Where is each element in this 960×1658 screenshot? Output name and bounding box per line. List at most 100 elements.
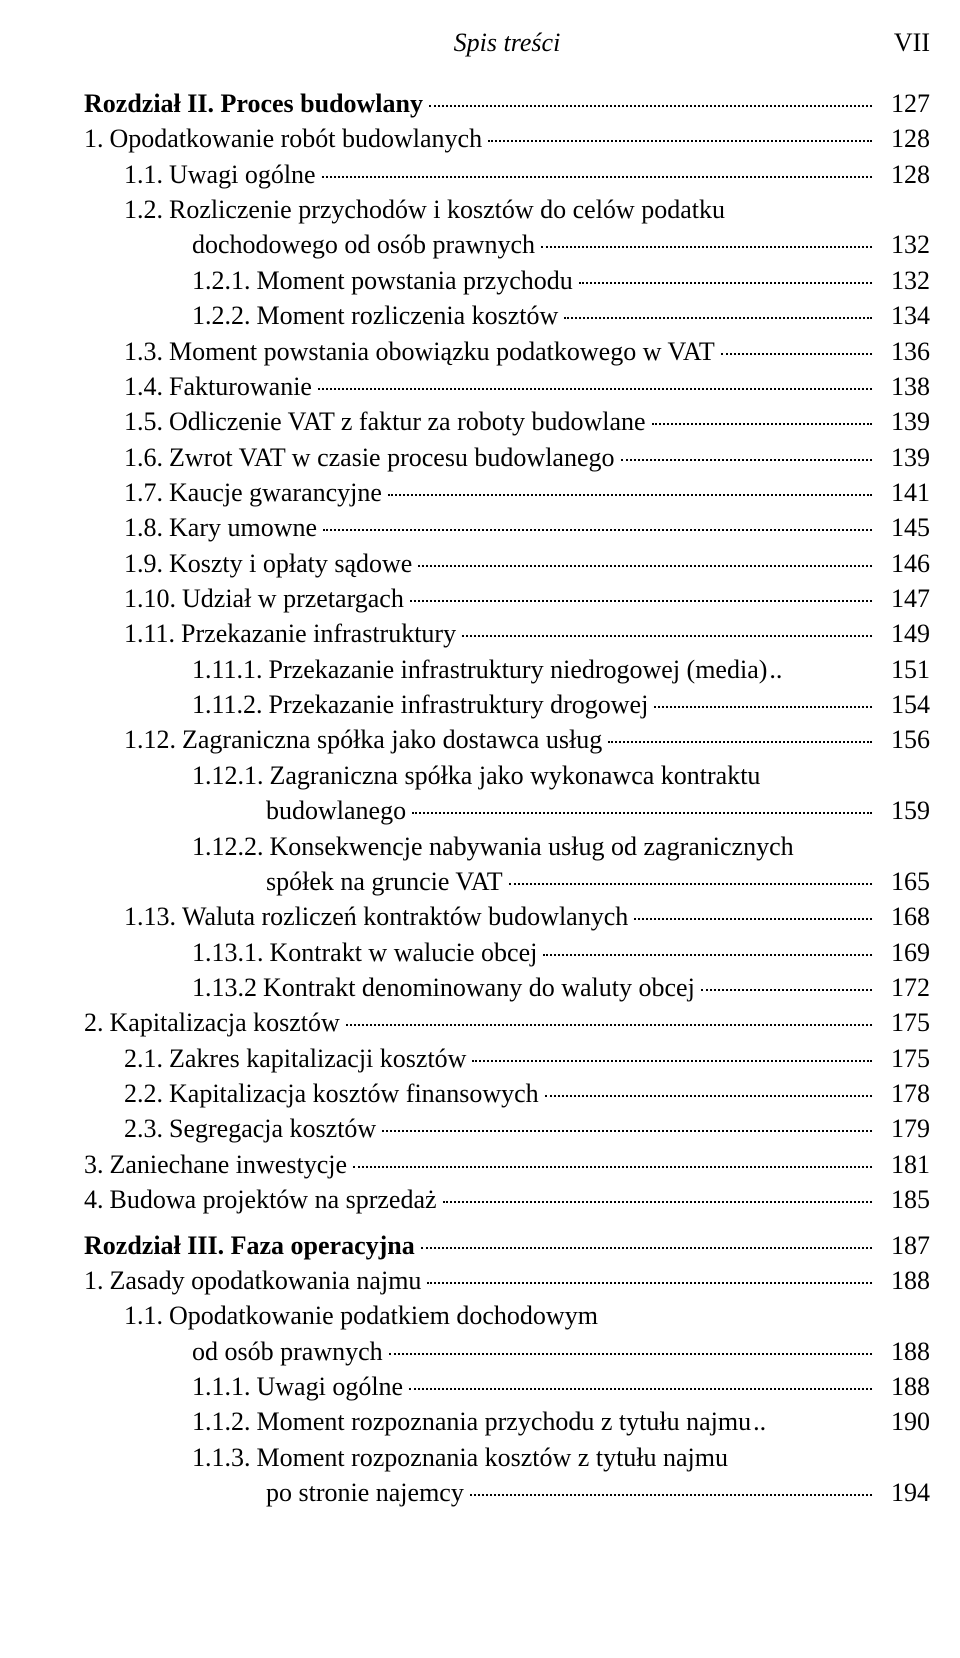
- entry-page: 194: [878, 1475, 930, 1510]
- leader-dots: [323, 529, 872, 531]
- leader-dots: [721, 353, 872, 355]
- toc-entry: 1.1.Uwagi ogólne128: [84, 157, 930, 192]
- toc-entry: 1.Opodatkowanie robót budowlanych128: [84, 121, 930, 156]
- leader-dots: [409, 1388, 872, 1390]
- leader-dots: [608, 741, 872, 743]
- leader-dots: [543, 954, 872, 956]
- entry-label: Uwagi ogólne: [169, 157, 316, 192]
- entry-number: 1.5.: [124, 404, 163, 439]
- entry-number: 3.: [84, 1147, 104, 1182]
- entry-label: Kapitalizacja kosztów: [110, 1005, 340, 1040]
- toc-entry-continuation: budowlanego159: [84, 793, 930, 828]
- leader-dots: [509, 883, 872, 885]
- toc-entry: 1.1.1.Uwagi ogólne188: [84, 1369, 930, 1404]
- toc-entry: 1.11.1.Przekazanie infrastruktury niedro…: [84, 652, 930, 687]
- entry-label: Moment rozpoznania przychodu z tytułu na…: [257, 1404, 752, 1439]
- entry-number: 1.1.1.: [192, 1369, 251, 1404]
- entry-page: 138: [878, 369, 930, 404]
- entry-page: 175: [878, 1005, 930, 1040]
- leader-dots: [654, 706, 872, 708]
- entry-number: 2.3.: [124, 1111, 163, 1146]
- entry-label-line2: spółek na gruncie VAT: [266, 864, 503, 899]
- entry-page: 179: [878, 1111, 930, 1146]
- leader-dots: [462, 635, 872, 637]
- entry-label: Zasady opodatkowania najmu: [110, 1263, 422, 1298]
- toc-entry: 1.7.Kaucje gwarancyjne141: [84, 475, 930, 510]
- leader-dots: [427, 1282, 872, 1284]
- toc-entry: 1.1.3.Moment rozpoznania kosztów z tytuł…: [84, 1440, 930, 1475]
- entry-page: 136: [878, 334, 930, 369]
- entry-label: Przekazanie infrastruktury drogowej: [269, 687, 649, 722]
- entry-label: Kaucje gwarancyjne: [169, 475, 382, 510]
- toc-entry: 1.2.2.Moment rozliczenia kosztów134: [84, 298, 930, 333]
- leader-dots: [652, 423, 872, 425]
- entry-number: 1.11.: [124, 616, 175, 651]
- entry-number: 1.: [84, 121, 104, 156]
- entry-number: 1.13.2: [192, 970, 257, 1005]
- entry-page: 165: [878, 864, 930, 899]
- entry-number: 1.12.1.: [192, 758, 264, 793]
- leader-dots: [470, 1494, 872, 1496]
- entry-page: 145: [878, 510, 930, 545]
- leader-dots: [541, 246, 872, 248]
- leader-dots: [701, 989, 872, 991]
- leader-dots: [564, 317, 872, 319]
- toc-entry: 2.3.Segregacja kosztów179: [84, 1111, 930, 1146]
- toc-entry: 1.13.2Kontrakt denominowany do waluty ob…: [84, 970, 930, 1005]
- entry-label: Moment rozliczenia kosztów: [257, 298, 559, 333]
- entry-number: 1.1.2.: [192, 1404, 251, 1439]
- toc-entry: Rozdział III. Faza operacyjna 187: [84, 1228, 930, 1263]
- leader-dots: [634, 918, 872, 920]
- entry-label: Opodatkowanie robót budowlanych: [110, 121, 483, 156]
- entry-label: Przekazanie infrastruktury: [181, 616, 456, 651]
- leader-dots: [346, 1024, 872, 1026]
- entry-page: 154: [878, 687, 930, 722]
- entry-page: 172: [878, 970, 930, 1005]
- toc-entry: 1.3.Moment powstania obowiązku podatkowe…: [84, 334, 930, 369]
- leader-dots: [418, 565, 872, 567]
- toc-entry-continuation: po stronie najemcy 194: [84, 1475, 930, 1510]
- entry-page: 151: [878, 652, 930, 687]
- leader-dots: [388, 494, 872, 496]
- page: Spis treści VII Rozdział II. Proces budo…: [0, 0, 960, 1658]
- toc-entry: 1.2.Rozliczenie przychodów i kosztów do …: [84, 192, 930, 227]
- entry-label-line1: Zagraniczna spółka jako wykonawca kontra…: [270, 758, 761, 793]
- entry-number: 1.1.: [124, 1298, 163, 1333]
- entry-page: 188: [878, 1369, 930, 1404]
- entry-label-line2: dochodowego od osób prawnych: [192, 227, 535, 262]
- entry-label-line1: Konsekwencje nabywania usług od zagranic…: [270, 829, 794, 864]
- toc-entry: 1.12.2.Konsekwencje nabywania usług od z…: [84, 829, 930, 864]
- toc-entry: 1.10.Udział w przetargach147: [84, 581, 930, 616]
- entry-label: Koszty i opłaty sądowe: [169, 546, 412, 581]
- leader-dots: [412, 812, 872, 814]
- entry-page: 146: [878, 546, 930, 581]
- entry-page: 185: [878, 1182, 930, 1217]
- header-page-roman: VII: [860, 28, 930, 58]
- entry-label: Zwrot VAT w czasie procesu budowlanego: [169, 440, 615, 475]
- entry-page: 127: [878, 86, 930, 121]
- entry-label: Rozdział III. Faza operacyjna: [84, 1228, 415, 1263]
- entry-page: 188: [878, 1334, 930, 1369]
- entry-number: 2.: [84, 1005, 104, 1040]
- entry-number: 1.9.: [124, 546, 163, 581]
- entry-number: 1.8.: [124, 510, 163, 545]
- entry-page: 187: [878, 1228, 930, 1263]
- entry-number: 2.1.: [124, 1041, 163, 1076]
- entry-label-line1: Moment rozpoznania kosztów z tytułu najm…: [257, 1440, 729, 1475]
- entry-page: 168: [878, 899, 930, 934]
- leader-dots: [545, 1095, 872, 1097]
- entry-label-line2: budowlanego: [266, 793, 406, 828]
- entry-number: 1.11.1.: [192, 652, 263, 687]
- toc-entry: 1.4.Fakturowanie138: [84, 369, 930, 404]
- toc-entry: 1.2.1.Moment powstania przychodu132: [84, 263, 930, 298]
- toc-entry: 3.Zaniechane inwestycje181: [84, 1147, 930, 1182]
- entry-page: 190: [878, 1404, 930, 1439]
- toc-entry: 4.Budowa projektów na sprzedaż185: [84, 1182, 930, 1217]
- entry-number: 1.1.3.: [192, 1440, 251, 1475]
- entry-number: 1.12.2.: [192, 829, 264, 864]
- entry-number: 1.6.: [124, 440, 163, 475]
- entry-label-line2: po stronie najemcy: [266, 1475, 464, 1510]
- entry-page: 175: [878, 1041, 930, 1076]
- entry-number: 1.13.: [124, 899, 176, 934]
- page-header: Spis treści VII: [84, 28, 930, 58]
